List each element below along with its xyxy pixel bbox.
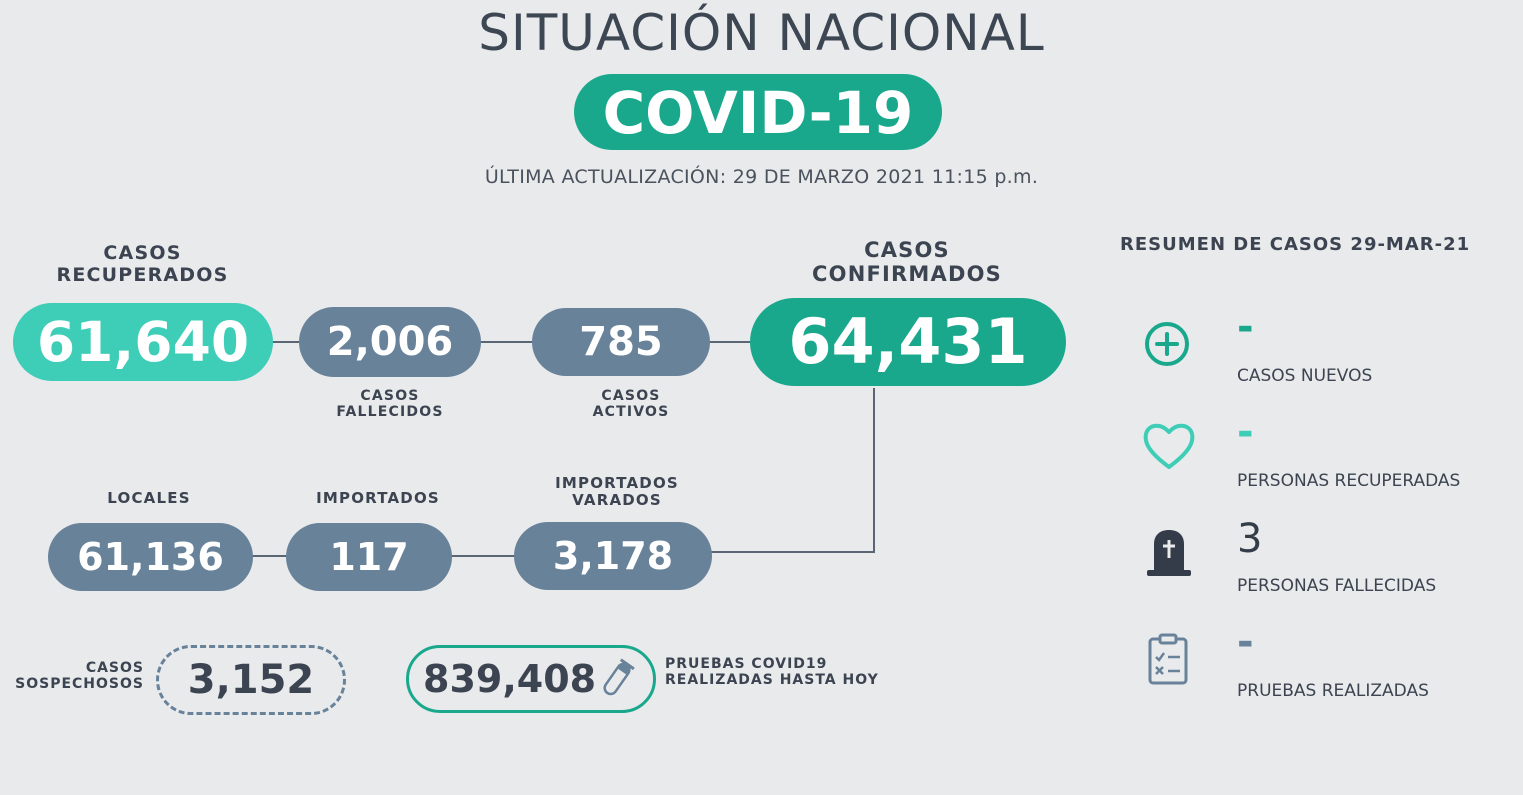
summary-item-deceased: 3 PERSONAS FALLECIDAS: [1140, 516, 1520, 600]
recuperados-label-line1: CASOS: [103, 242, 182, 264]
summary-item-recovered: - PERSONAS RECUPERADAS: [1140, 409, 1520, 495]
confirmados-label-line1: CASOS: [864, 238, 950, 262]
connector-line: [268, 341, 758, 343]
covid-badge: COVID-19: [574, 74, 942, 150]
deceased-label: PERSONAS FALLECIDAS: [1237, 576, 1437, 596]
clipboard-checklist-icon: [1146, 633, 1190, 689]
recuperados-value: 61,640: [13, 303, 273, 381]
importados-label: IMPORTADOS: [316, 489, 440, 507]
connector-line: [873, 388, 875, 553]
pruebas-label-line2: REALIZADAS HASTA HOY: [665, 672, 879, 689]
locales-label: LOCALES: [107, 489, 191, 507]
new-cases-label: CASOS NUEVOS: [1237, 366, 1373, 386]
tests-value: -: [1237, 619, 1254, 665]
summary-item-tests: - PRUEBAS REALIZADAS: [1140, 619, 1520, 705]
importados-varados-label-line1: IMPORTADOS: [555, 474, 679, 492]
sospechosos-label: CASOS SOSPECHOSOS: [0, 660, 144, 692]
activos-value: 785: [532, 308, 710, 376]
sospechosos-value: 3,152: [156, 645, 346, 715]
last-update: ÚLTIMA ACTUALIZACIÓN: 29 DE MARZO 2021 1…: [484, 166, 1039, 188]
recuperados-label: CASOS RECUPERADOS: [30, 242, 255, 287]
heart-icon: [1140, 419, 1198, 477]
pruebas-box: 839,408: [406, 645, 656, 713]
fallecidos-label: CASOS FALLECIDOS: [299, 388, 481, 420]
importados-value: 117: [286, 523, 452, 591]
activos-label: CASOS ACTIVOS: [532, 388, 730, 420]
plus-circle-icon: [1140, 317, 1194, 375]
new-cases-value: -: [1237, 304, 1254, 350]
pruebas-label: PRUEBAS COVID19 REALIZADAS HASTA HOY: [665, 656, 915, 688]
confirmados-value: 64,431: [750, 298, 1066, 386]
sospechosos-label-line2: SOSPECHOSOS: [15, 676, 144, 693]
pruebas-value: 839,408: [423, 657, 597, 701]
sospechosos-label-line1: CASOS: [85, 660, 144, 676]
importados-varados-label: IMPORTADOS VARADOS: [522, 474, 712, 510]
confirmados-label: CASOS CONFIRMADOS: [782, 238, 1032, 286]
summary-title: RESUMEN DE CASOS 29-MAR-21: [1120, 234, 1471, 255]
importados-varados-value: 3,178: [514, 522, 712, 590]
recuperados-label-line2: RECUPERADOS: [56, 263, 229, 286]
importados-varados-label-line2: VARADOS: [572, 491, 662, 510]
summary-item-new-cases: - CASOS NUEVOS: [1140, 304, 1520, 390]
page-title: SITUACIÓN NACIONAL: [478, 4, 1045, 62]
recovered-value: -: [1237, 409, 1254, 455]
test-tube-icon: [599, 656, 635, 706]
fallecidos-label-line2: FALLECIDOS: [336, 404, 444, 421]
activos-label-line2: ACTIVOS: [592, 404, 670, 421]
connector-line: [705, 551, 875, 553]
confirmados-label-line2: CONFIRMADOS: [812, 262, 1002, 287]
tombstone-icon: [1144, 526, 1194, 582]
locales-value: 61,136: [48, 523, 253, 591]
tests-label: PRUEBAS REALIZADAS: [1237, 681, 1429, 701]
pruebas-label-line1: PRUEBAS COVID19: [665, 656, 828, 672]
deceased-value: 3: [1237, 516, 1263, 562]
recovered-label: PERSONAS RECUPERADAS: [1237, 471, 1461, 491]
activos-label-line1: CASOS: [601, 388, 661, 404]
fallecidos-label-line1: CASOS: [360, 388, 420, 404]
fallecidos-value: 2,006: [299, 307, 481, 377]
